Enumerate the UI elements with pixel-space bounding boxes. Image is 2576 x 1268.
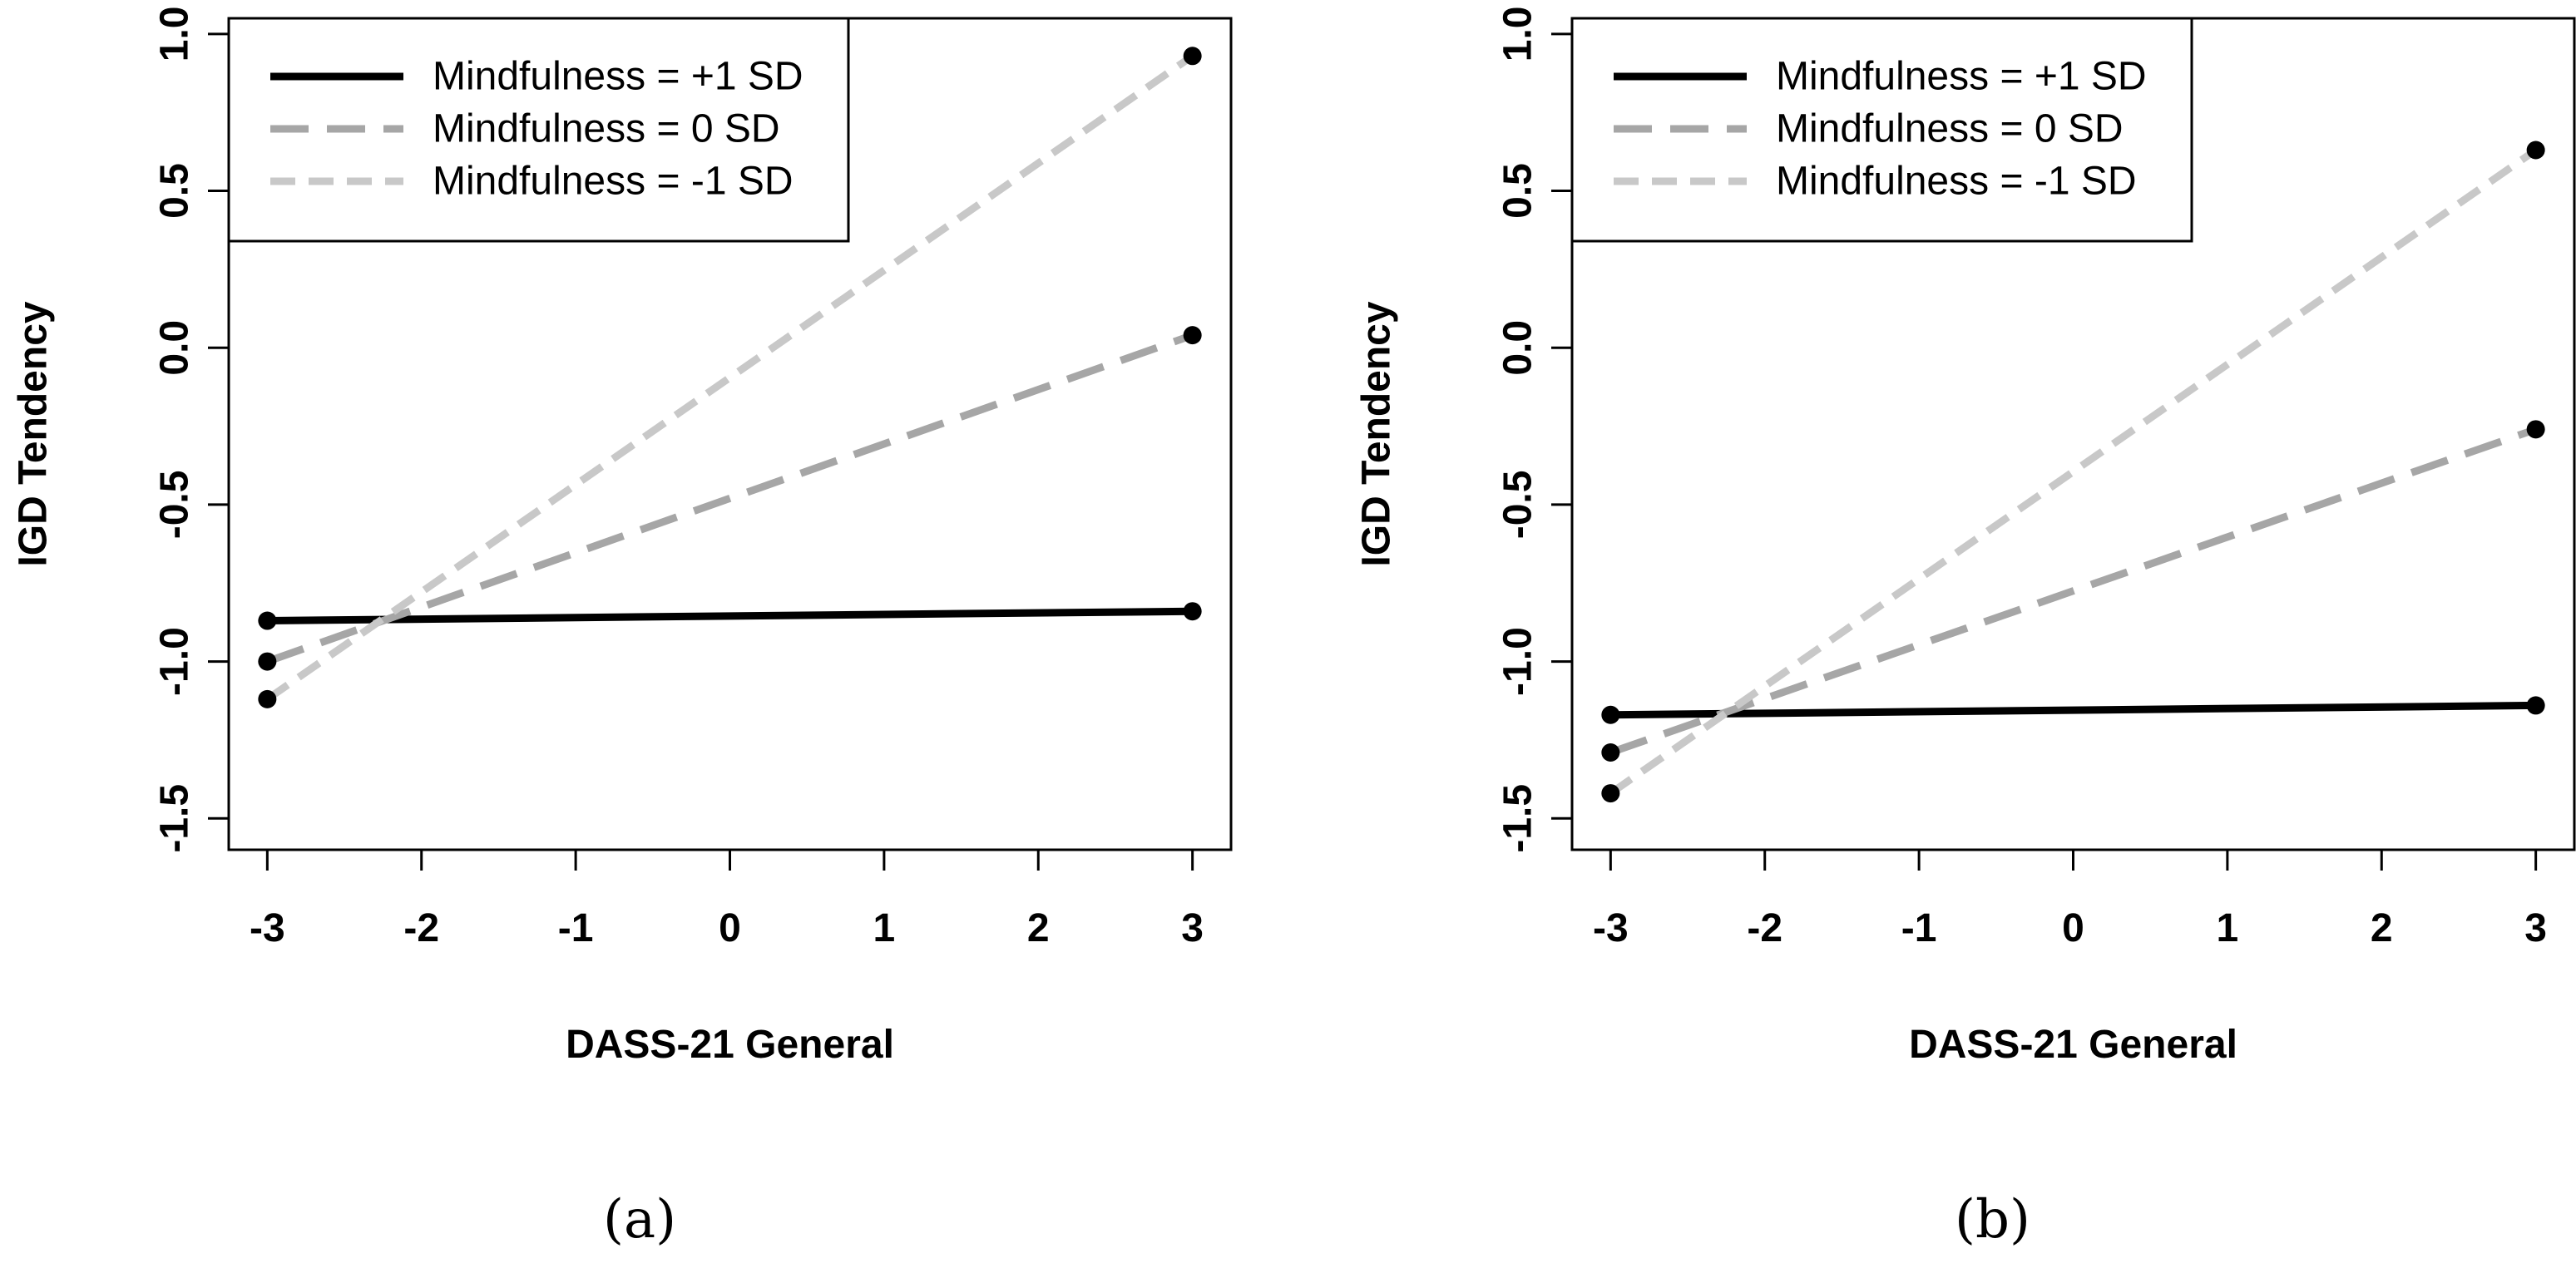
series-line-2 xyxy=(265,52,1195,703)
y-tick-label: 0.5 xyxy=(1496,163,1540,219)
x-tick-label: -3 xyxy=(250,906,285,950)
legend: Mindfulness = +1 SD Mindfulness = 0 SD Min… xyxy=(1570,17,2193,243)
x-tick-label: -1 xyxy=(558,906,594,950)
x-tick-label: 3 xyxy=(1181,906,1204,950)
y-tick-label: 0.0 xyxy=(1496,320,1540,376)
data-point xyxy=(2526,696,2545,715)
x-tick-label: -2 xyxy=(403,906,439,950)
x-tick-label: 0 xyxy=(719,906,741,950)
data-point xyxy=(1183,602,1202,621)
data-point xyxy=(1601,743,1620,762)
x-tick-label: 2 xyxy=(1027,906,1050,950)
y-tick-label: 1.0 xyxy=(1496,7,1540,62)
y-tick-label: -0.5 xyxy=(1496,471,1540,540)
data-point xyxy=(1183,47,1202,66)
legend-label-2: Mindfulness = -1 SD xyxy=(433,160,794,204)
series-line-2 xyxy=(1608,146,2539,797)
data-point xyxy=(2526,141,2545,160)
legend-label-0: Mindfulness = +1 SD xyxy=(1776,55,2147,99)
y-tick-label: 0.0 xyxy=(153,320,197,376)
x-tick-label: 3 xyxy=(2524,906,2547,950)
legend-label-1: Mindfulness = 0 SD xyxy=(433,107,780,151)
data-point xyxy=(1601,784,1620,803)
series-line-0 xyxy=(267,607,1193,625)
data-point xyxy=(1601,705,1620,724)
y-tick-label: -1.5 xyxy=(153,784,197,853)
y-tick-label: -1.0 xyxy=(1496,627,1540,696)
series-line-0 xyxy=(1610,701,2536,719)
y-tick-label: 0.5 xyxy=(153,163,197,219)
panel-label-b: (b) xyxy=(1955,1189,2030,1251)
x-tick-label: 1 xyxy=(2217,906,2239,950)
x-axis-title: DASS-21 General xyxy=(566,1023,894,1067)
data-point xyxy=(258,611,277,630)
x-tick-label: -3 xyxy=(1593,906,1629,950)
legend-label-1: Mindfulness = 0 SD xyxy=(1776,107,2124,151)
legend-label-2: Mindfulness = -1 SD xyxy=(1776,160,2137,204)
data-point xyxy=(2526,420,2545,439)
chart-panel-0: -3 -2 -1 0 1 2 3 -1.5 -1.0 -0.5 0.0 0.5 1.0 DASS-21 G… xyxy=(12,7,1233,1067)
y-axis-title: IGD Tendency xyxy=(12,301,56,566)
x-tick-label: -1 xyxy=(1901,906,1937,950)
x-tick-label: 2 xyxy=(2371,906,2393,950)
y-tick-label: 1.0 xyxy=(153,7,197,62)
data-point xyxy=(1183,326,1202,345)
x-tick-label: 1 xyxy=(873,906,896,950)
y-tick-label: -1.5 xyxy=(1496,784,1540,853)
legend: Mindfulness = +1 SD Mindfulness = 0 SD Min… xyxy=(227,17,850,243)
legend-label-0: Mindfulness = +1 SD xyxy=(433,55,803,99)
y-axis-title: IGD Tendency xyxy=(1355,301,1399,566)
x-axis-title: DASS-21 General xyxy=(1909,1023,2237,1067)
y-tick-label: -1.0 xyxy=(153,627,197,696)
x-tick-label: 0 xyxy=(2062,906,2084,950)
chart-panel-1: -3 -2 -1 0 1 2 3 -1.5 -1.0 -0.5 0.0 0.5 1.0 DASS-21 G… xyxy=(1355,7,2576,1067)
y-tick-label: -0.5 xyxy=(153,471,197,540)
series-line-1 xyxy=(1609,426,2538,757)
panel-label-a: (a) xyxy=(603,1189,677,1251)
data-point xyxy=(258,689,277,708)
series-line-1 xyxy=(265,331,1194,665)
data-point xyxy=(258,652,277,671)
x-tick-label: -2 xyxy=(1747,906,1782,950)
